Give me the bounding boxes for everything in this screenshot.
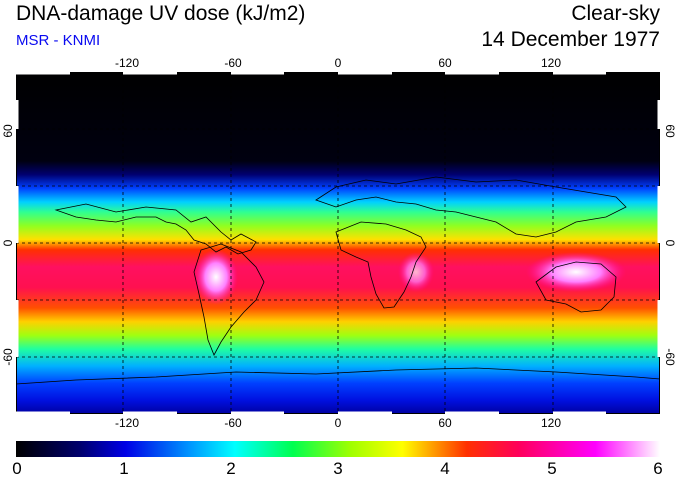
lon-bottom-label: 60 xyxy=(438,416,452,430)
colorbar-label: 6 xyxy=(653,459,663,478)
colorbar xyxy=(16,441,660,457)
lon-bottom-label: 120 xyxy=(541,416,561,430)
colorbar-label: 1 xyxy=(119,459,129,478)
colorbar-label: 5 xyxy=(547,459,557,478)
colorbar-label: 4 xyxy=(440,459,450,478)
lon-top-label: 60 xyxy=(438,56,452,70)
map-frame xyxy=(16,72,660,414)
antarctica-outline xyxy=(16,367,660,385)
lat-left-label: -60 xyxy=(1,348,15,366)
graticule xyxy=(16,72,660,414)
chart-title: DNA-damage UV dose (kJ/m2) xyxy=(16,2,306,25)
hotspot-australia xyxy=(526,252,626,292)
lat-right-label: 60 xyxy=(663,124,677,138)
lon-top-label: 120 xyxy=(541,56,561,70)
colorbar-label: 3 xyxy=(333,459,343,478)
hotspot-africa xyxy=(398,252,434,292)
africa-outline xyxy=(335,221,427,309)
lon-bottom-label: 0 xyxy=(335,416,342,430)
sky-condition-label: Clear-sky xyxy=(571,2,660,25)
lon-top-label: 0 xyxy=(335,56,342,70)
colorbar-label: 2 xyxy=(226,459,236,478)
lon-bottom-label: -120 xyxy=(115,416,139,430)
date-label: 14 December 1977 xyxy=(481,28,660,51)
lon-top-label: -120 xyxy=(115,56,139,70)
lat-right-label: -60 xyxy=(663,348,677,366)
lat-right-label: 0 xyxy=(663,240,677,247)
lat-left-label: 0 xyxy=(1,239,15,246)
australia-outline xyxy=(535,261,617,313)
uv-dose-map xyxy=(16,72,660,414)
colorbar-label: 0 xyxy=(12,459,22,478)
source-label: MSR - KNMI xyxy=(16,32,101,49)
lon-bottom-label: -60 xyxy=(224,416,242,430)
eurasia-outline xyxy=(315,176,627,238)
colorbar-gradient xyxy=(16,441,660,457)
lon-top-label: -60 xyxy=(224,56,242,70)
lat-left-label: 60 xyxy=(1,124,15,138)
hotspot-south-america xyxy=(194,249,238,305)
north-america-outline xyxy=(54,203,257,255)
